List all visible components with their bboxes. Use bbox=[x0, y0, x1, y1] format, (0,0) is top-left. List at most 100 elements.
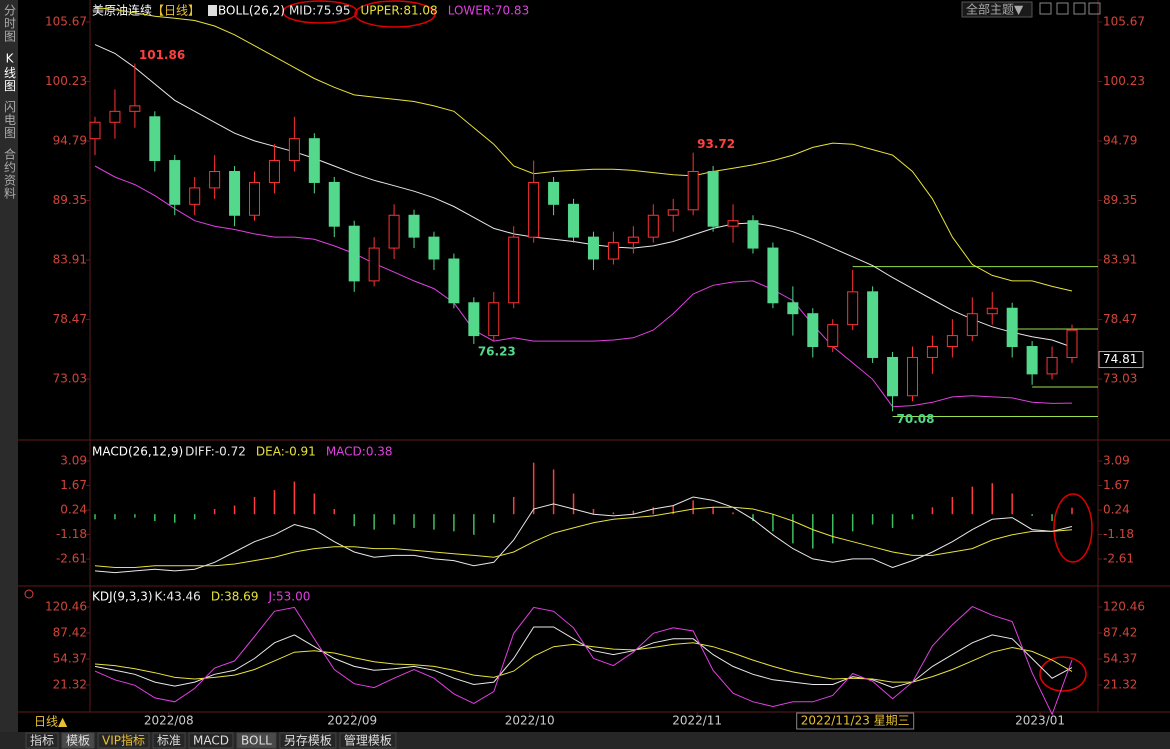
period-switch[interactable]: 日线▲ bbox=[34, 715, 68, 729]
y-tick-label: 105.67 bbox=[1103, 14, 1145, 28]
candle-body bbox=[967, 314, 977, 336]
toolbar-tab[interactable]: 另存模板 bbox=[284, 734, 332, 748]
candle-body bbox=[130, 106, 140, 111]
candle-body bbox=[748, 221, 758, 248]
candle-body bbox=[449, 259, 459, 303]
y-tick-label: -1.18 bbox=[1103, 527, 1134, 541]
x-tick-label: 2022/08 bbox=[144, 714, 194, 728]
candle-body bbox=[848, 292, 858, 325]
candle-body bbox=[1027, 347, 1037, 374]
candle-body bbox=[768, 248, 778, 303]
candle-body bbox=[309, 139, 319, 183]
low-label: 70.08 bbox=[897, 412, 935, 426]
y-tick-label: 21.32 bbox=[1103, 678, 1137, 692]
candle-body bbox=[788, 303, 798, 314]
candle-body bbox=[828, 325, 838, 347]
toolbar-tab[interactable]: 指标 bbox=[30, 733, 54, 748]
candle-body bbox=[190, 188, 200, 204]
y-tick-label: 94.79 bbox=[53, 133, 87, 147]
y-tick-label: 1.67 bbox=[1103, 478, 1130, 492]
candle-body bbox=[728, 221, 738, 226]
y-tick-label: 0.24 bbox=[1103, 503, 1130, 517]
sidebar-tab[interactable]: K线图 bbox=[3, 51, 17, 92]
legend-text: 【日线】 bbox=[152, 4, 200, 18]
candle-body bbox=[1047, 357, 1057, 373]
candle-body bbox=[349, 226, 359, 281]
candle-body bbox=[708, 171, 718, 226]
legend-text: BOLL(26,2) bbox=[218, 4, 285, 18]
y-tick-label: 83.91 bbox=[1103, 252, 1137, 266]
y-tick-label: 78.47 bbox=[1103, 312, 1137, 326]
candle-body bbox=[1007, 308, 1017, 346]
candle-body bbox=[150, 117, 160, 161]
candle-body bbox=[569, 204, 579, 237]
toolbar-tab[interactable]: BOLL bbox=[241, 734, 272, 748]
candle-body bbox=[648, 215, 658, 237]
cursor-date: 2022/11/23 星期三 bbox=[801, 714, 910, 728]
y-tick-label: 94.79 bbox=[1103, 133, 1137, 147]
candle-body bbox=[688, 171, 698, 209]
legend-text: UPPER:81.08 bbox=[360, 4, 437, 18]
legend-text: D:38.69 bbox=[211, 590, 259, 604]
low-label: 76.23 bbox=[478, 345, 516, 359]
toolbar-tab[interactable]: 模板 bbox=[66, 734, 90, 748]
candle-body bbox=[549, 182, 559, 204]
legend-text: K:43.46 bbox=[155, 590, 201, 604]
y-tick-label: 54.37 bbox=[1103, 652, 1137, 666]
candle-body bbox=[509, 237, 519, 303]
y-tick-label: 73.03 bbox=[53, 372, 87, 386]
high-label: 101.86 bbox=[139, 48, 185, 62]
sidebar-tab[interactable]: 闪电图 bbox=[3, 100, 17, 139]
candle-body bbox=[808, 314, 818, 347]
legend-text: MACD:0.38 bbox=[326, 445, 393, 459]
high-label: 93.72 bbox=[697, 137, 735, 151]
y-tick-label: 105.67 bbox=[45, 14, 87, 28]
y-tick-label: 1.67 bbox=[60, 478, 87, 492]
candle-body bbox=[170, 161, 180, 205]
candle-body bbox=[489, 303, 499, 336]
y-tick-label: 89.35 bbox=[1103, 193, 1137, 207]
toolbar-tab[interactable]: 标准 bbox=[157, 734, 181, 748]
toolbar-tab[interactable]: VIP指标 bbox=[102, 733, 145, 748]
candle-body bbox=[90, 122, 100, 138]
candle-body bbox=[469, 303, 479, 336]
y-tick-label: 87.42 bbox=[53, 626, 87, 640]
candle-body bbox=[947, 336, 957, 347]
candle-body bbox=[668, 210, 678, 215]
candle-body bbox=[529, 182, 539, 237]
candle-body bbox=[369, 248, 379, 281]
cursor-price: 74.81 bbox=[1103, 352, 1137, 366]
candle-body bbox=[608, 243, 618, 259]
candle-body bbox=[588, 237, 598, 259]
y-tick-label: -2.61 bbox=[1103, 552, 1134, 566]
y-tick-label: 100.23 bbox=[1103, 74, 1145, 88]
x-tick-label: 2022/09 bbox=[327, 714, 377, 728]
toolbar-tab[interactable]: MACD bbox=[193, 734, 229, 748]
theme-label[interactable]: 全部主题▼ bbox=[966, 2, 1024, 17]
candle-body bbox=[210, 171, 220, 187]
legend-text: KDJ(9,3,3) bbox=[92, 590, 153, 604]
indicator-icon bbox=[208, 5, 217, 16]
y-tick-label: 54.37 bbox=[53, 652, 87, 666]
candle-body bbox=[628, 237, 638, 242]
candle-body bbox=[888, 357, 898, 395]
candle-body bbox=[429, 237, 439, 259]
y-tick-label: -1.18 bbox=[56, 527, 87, 541]
candle-body bbox=[110, 111, 120, 122]
candle-body bbox=[907, 357, 917, 395]
toolbar-tab[interactable]: 管理模板 bbox=[344, 733, 392, 748]
sidebar-tab[interactable]: 分时图 bbox=[3, 4, 17, 43]
candle-body bbox=[289, 139, 299, 161]
y-tick-label: 78.47 bbox=[53, 312, 87, 326]
y-tick-label: 21.32 bbox=[53, 678, 87, 692]
sidebar-tab[interactable]: 合约资料 bbox=[3, 146, 17, 199]
candle-body bbox=[329, 182, 339, 226]
y-tick-label: 87.42 bbox=[1103, 626, 1137, 640]
candle-body bbox=[389, 215, 399, 248]
candle-body bbox=[250, 182, 260, 215]
y-tick-label: 120.46 bbox=[45, 600, 87, 614]
legend-text: MACD(26,12,9) bbox=[92, 445, 183, 459]
x-tick-label: 2022/10 bbox=[505, 714, 555, 728]
